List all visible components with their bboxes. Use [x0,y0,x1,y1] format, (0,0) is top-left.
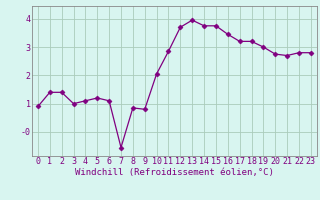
X-axis label: Windchill (Refroidissement éolien,°C): Windchill (Refroidissement éolien,°C) [75,168,274,177]
